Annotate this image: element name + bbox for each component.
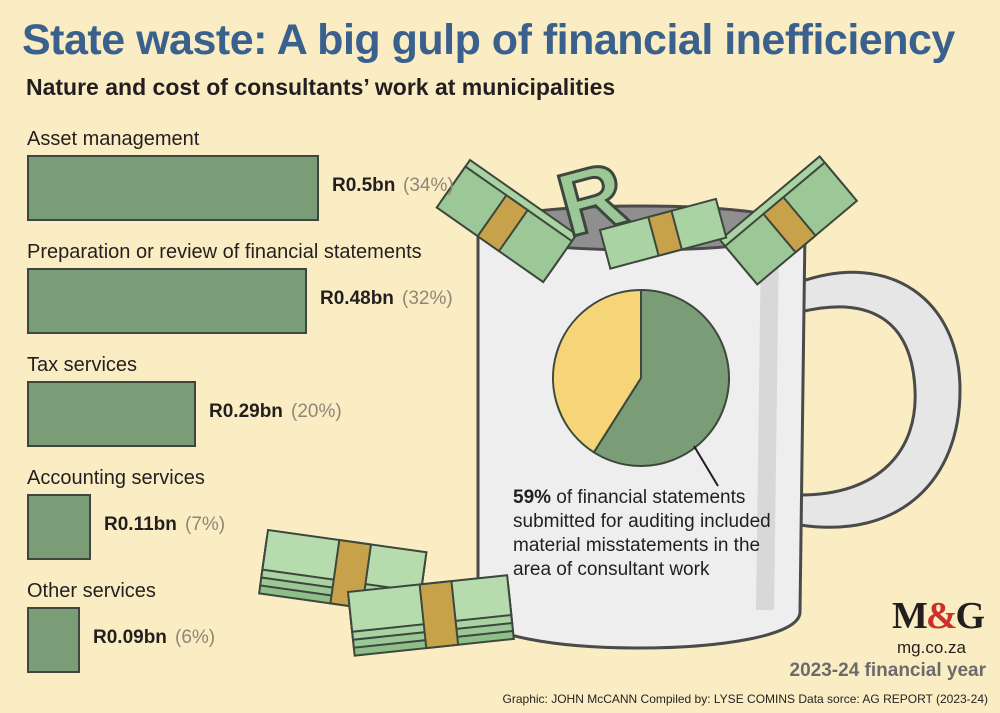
category-label: Asset management: [27, 128, 200, 150]
banknote-stack-icon: [598, 197, 728, 270]
pie-slice-other: [552, 288, 642, 454]
bar: [27, 494, 91, 560]
banknote-stack-icon: [718, 155, 859, 286]
pie-caption: 59% of financial statements submitted fo…: [513, 486, 793, 582]
pie-caption-value: 59%: [513, 487, 552, 508]
chart-subtitle: Nature and cost of consultants’ work at …: [26, 74, 616, 100]
category-label: Preparation or review of financial state…: [27, 241, 422, 263]
pie-pointer: [693, 445, 719, 487]
bar: [27, 607, 80, 673]
banknote-stack-icon: [346, 574, 515, 657]
category-label: Other services: [27, 580, 156, 602]
bar-percent-label: (7%): [185, 514, 226, 535]
mg-logo: M&G: [892, 595, 985, 637]
category-label: Tax services: [27, 354, 138, 376]
bar: [27, 155, 319, 221]
pie-chart: [552, 288, 730, 467]
bar-percent-label: (6%): [175, 627, 216, 648]
bar-value-label: R0.09bn: [93, 627, 167, 648]
credits: Graphic: JOHN McCANN Compiled by: LYSE C…: [502, 692, 988, 706]
financial-year: 2023-24 financial year: [789, 660, 986, 681]
bar-percent-label: (34%): [403, 175, 454, 196]
bar-percent-label: (32%): [402, 288, 453, 309]
bar: [27, 268, 307, 334]
bar-value-label: R0.5bn: [332, 175, 396, 196]
mug-handle: [798, 270, 962, 529]
pie-slice-misstatements: [592, 288, 730, 467]
pie-caption-text: of financial statements submitted for au…: [513, 487, 771, 580]
site-url: mg.co.za: [897, 638, 966, 657]
banknote-stack-icon: [435, 158, 578, 284]
bar-percent-label: (20%): [291, 401, 342, 422]
bar-value-label: R0.48bn: [320, 288, 394, 309]
bar-value-label: R0.11bn: [104, 514, 177, 535]
bar: [27, 381, 196, 447]
category-label: Accounting services: [27, 467, 205, 489]
chart-title: State waste: A big gulp of financial ine…: [22, 16, 955, 64]
bar-value-label: R0.29bn: [209, 401, 283, 422]
